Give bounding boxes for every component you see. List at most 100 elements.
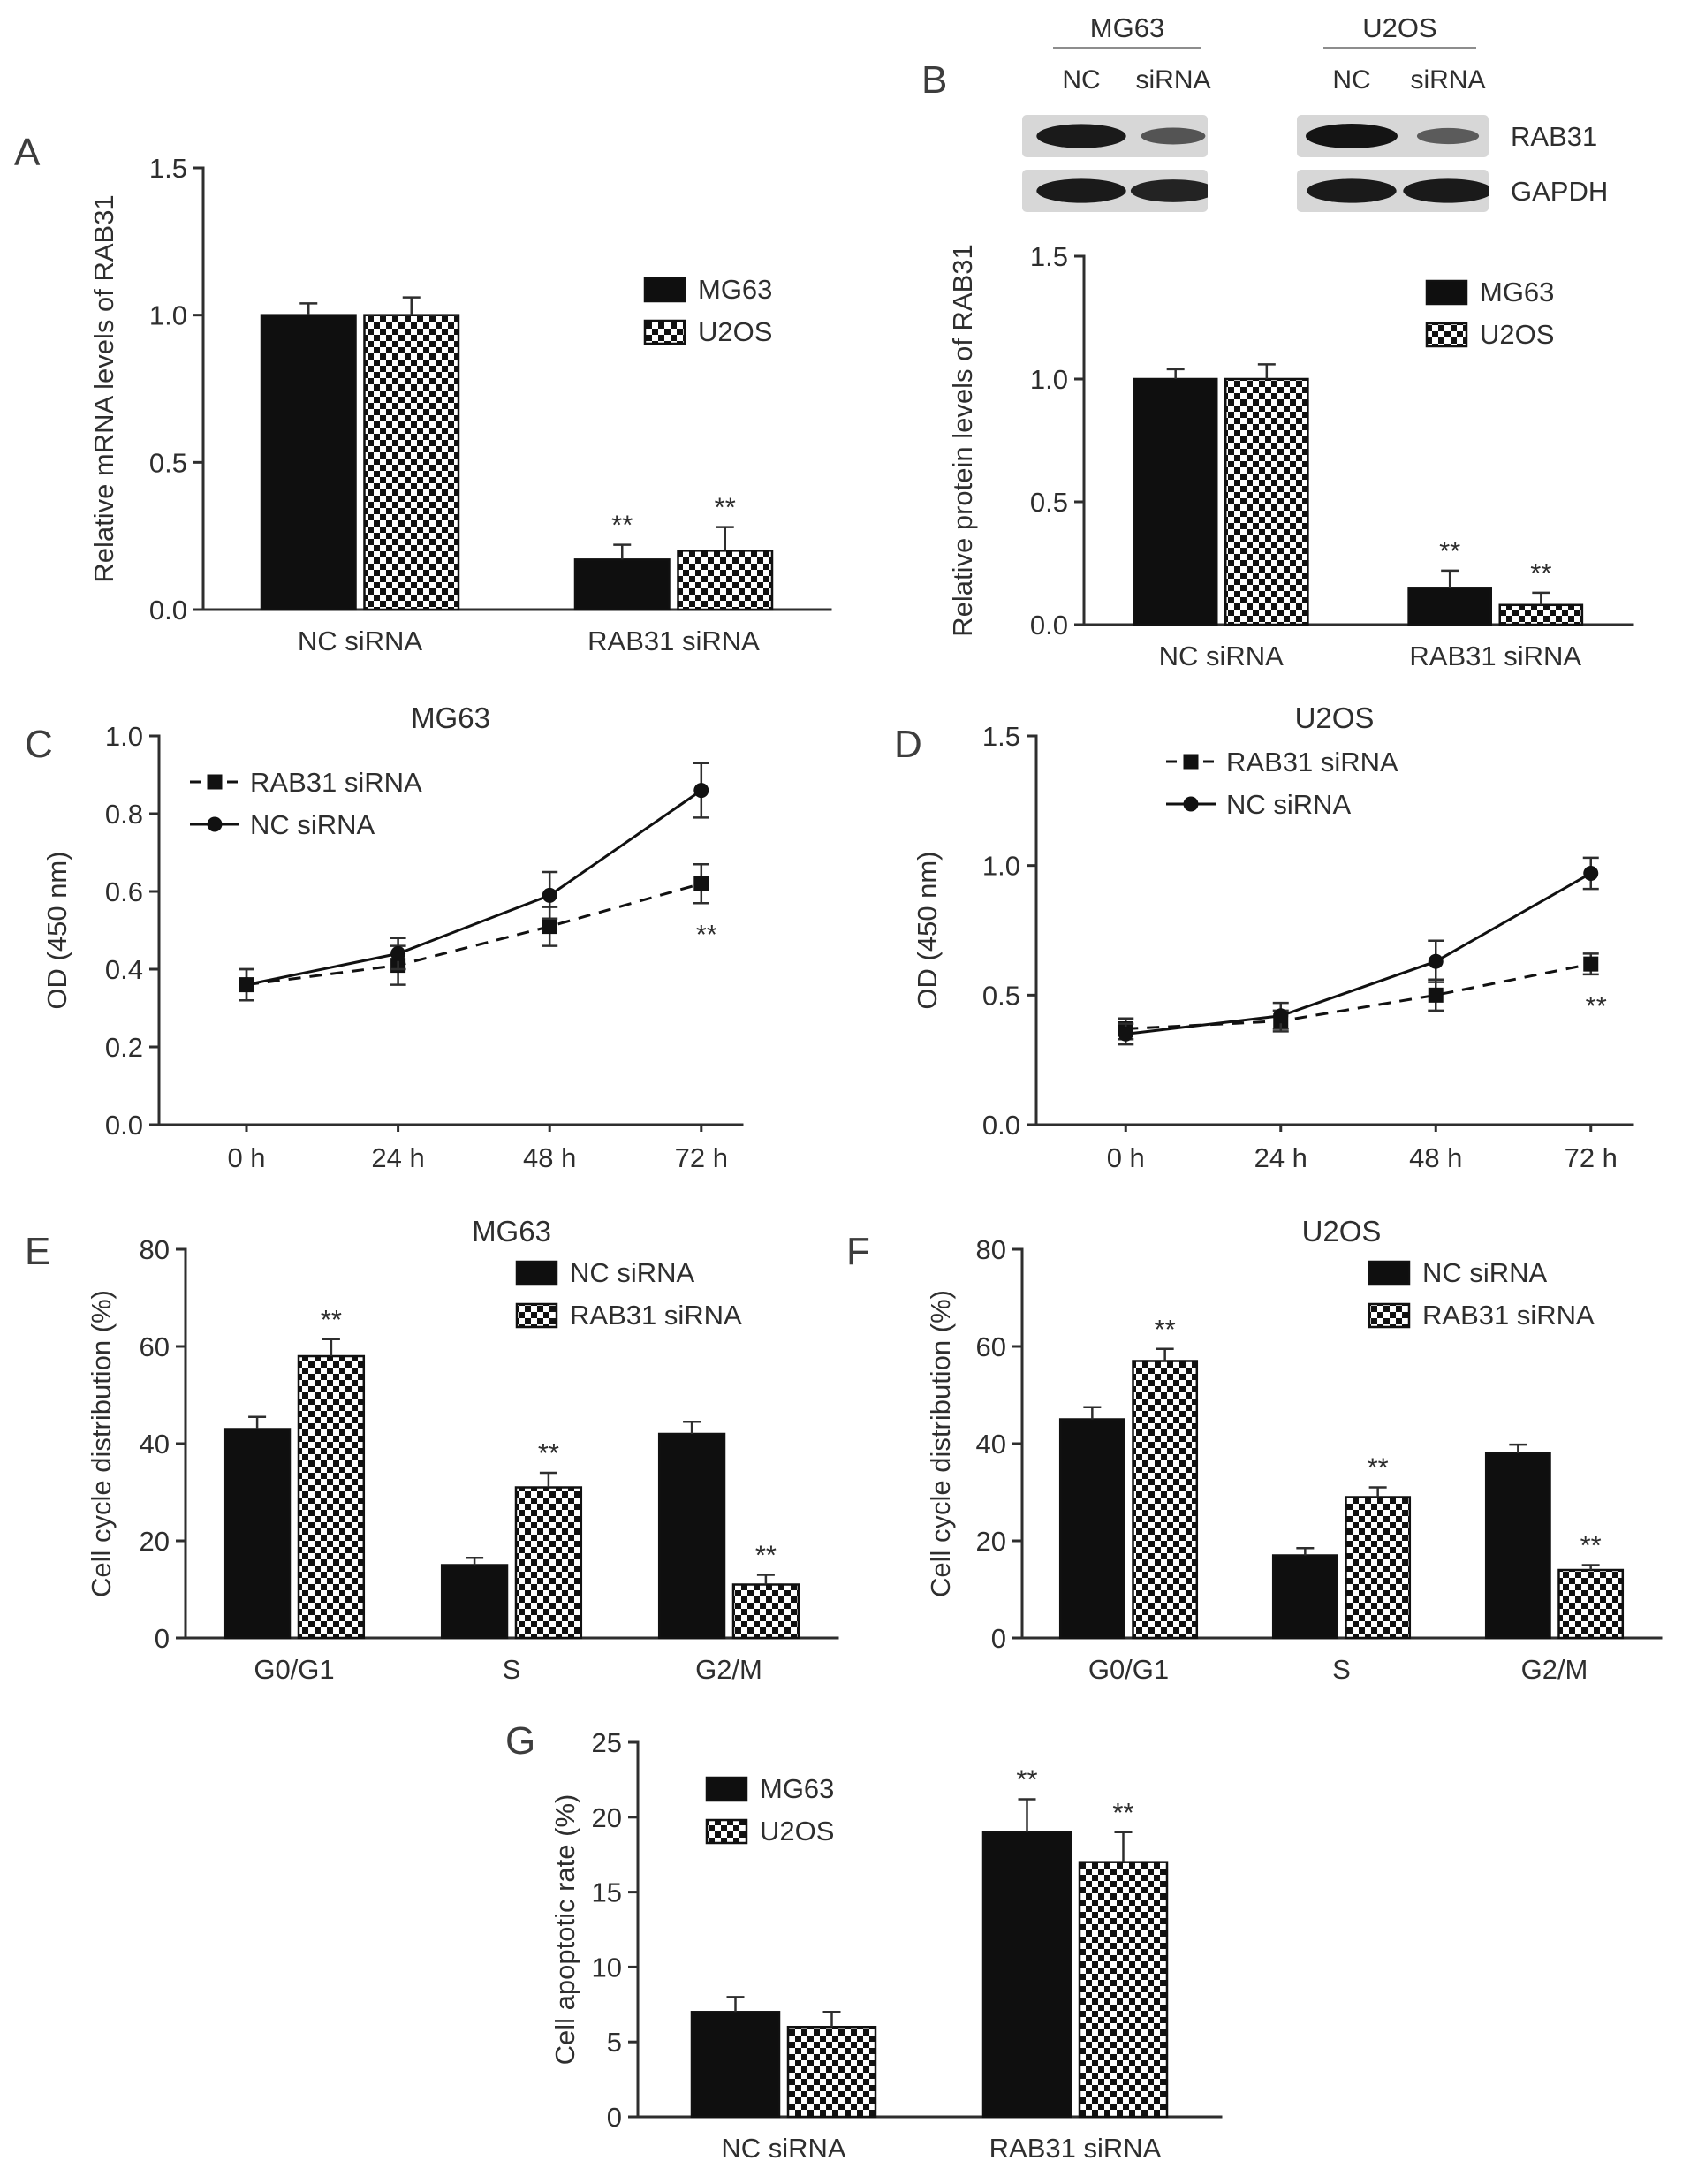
svg-text:MG63: MG63 [1090,12,1164,43]
svg-text:20: 20 [140,1526,170,1557]
svg-text:0.5: 0.5 [149,447,187,478]
svg-text:5: 5 [607,2027,622,2058]
svg-text:NC siRNA: NC siRNA [1422,1257,1548,1288]
svg-text:**: ** [1439,535,1460,566]
svg-text:80: 80 [140,1234,170,1265]
svg-text:RAB31 siRNA: RAB31 siRNA [1226,747,1398,777]
svg-text:0.5: 0.5 [982,980,1020,1011]
svg-text:NC siRNA: NC siRNA [298,626,423,656]
svg-text:1.0: 1.0 [1030,364,1068,395]
svg-text:24 h: 24 h [1254,1142,1307,1173]
svg-text:**: ** [538,1437,559,1468]
panel-e-letter: E [25,1230,52,1273]
svg-text:80: 80 [976,1234,1006,1265]
svg-text:MG63: MG63 [1480,277,1554,307]
panel-e-cell-cycle-mg63: 0 20 40 60 80 Cell cycle distribution (%) MG63… [18,1219,875,1732]
svg-text:RAB31 siRNA: RAB31 siRNA [1422,1300,1595,1331]
svg-text:NC siRNA: NC siRNA [570,1257,695,1288]
svg-text:1.5: 1.5 [149,153,187,184]
svg-text:NC siRNA: NC siRNA [721,2133,846,2164]
svg-text:MG63: MG63 [472,1219,551,1247]
svg-text:1.5: 1.5 [982,721,1020,752]
svg-text:Relative protein levels of RAB: Relative protein levels of RAB31 [947,244,978,637]
svg-text:RAB31: RAB31 [1511,121,1597,152]
svg-text:72 h: 72 h [1565,1142,1618,1173]
svg-text:U2OS: U2OS [698,316,772,347]
panel-e-chart-svg: 0 20 40 60 80 Cell cycle distribution (%) MG63… [86,1219,839,1685]
panel-a-letter: A [14,131,42,174]
svg-text:RAB31 siRNA: RAB31 siRNA [570,1300,742,1331]
svg-text:1.5: 1.5 [1030,241,1068,272]
svg-text:20: 20 [976,1526,1006,1557]
svg-text:0.0: 0.0 [982,1110,1020,1141]
svg-text:0.0: 0.0 [105,1110,143,1141]
svg-text:U2OS: U2OS [1295,707,1375,734]
svg-text:NC: NC [1332,65,1370,95]
panel-c-chart-svg: 0.0 0.2 0.4 0.6 0.8 1.0 OD (450 nm) MG63 0 h 24 h… [42,707,744,1173]
svg-text:1.0: 1.0 [105,721,143,752]
svg-text:0: 0 [607,2102,622,2133]
svg-text:OD (450 nm): OD (450 nm) [912,851,943,1009]
svg-text:RAB31 siRNA: RAB31 siRNA [587,626,760,656]
panel-d-letter: D [894,723,923,766]
svg-text:Cell cycle distribution (%): Cell cycle distribution (%) [86,1290,117,1597]
svg-text:0.6: 0.6 [105,876,143,907]
svg-text:40: 40 [140,1429,170,1460]
svg-text:MG63: MG63 [698,274,772,305]
svg-text:siRNA: siRNA [1135,65,1210,95]
svg-text:OD (450 nm): OD (450 nm) [42,851,72,1009]
svg-text:U2OS: U2OS [1362,12,1436,43]
svg-text:24 h: 24 h [371,1142,424,1173]
svg-text:G2/M: G2/M [695,1654,762,1685]
svg-text:0 h: 0 h [1107,1142,1145,1173]
svg-text:15: 15 [592,1877,622,1908]
svg-text:**: ** [1155,1314,1176,1345]
svg-text:RAB31 siRNA: RAB31 siRNA [989,2133,1162,2164]
svg-text:**: ** [1368,1452,1389,1483]
svg-text:siRNA: siRNA [1410,65,1485,95]
svg-text:Cell cycle distribution (%): Cell cycle distribution (%) [925,1290,956,1597]
panel-b-protein-panel: MG63 U2OS NC siRNA NC siRNA RAB31 GAPDH 0.0 0.5 1… [919,9,1687,698]
svg-text:U2OS: U2OS [1302,1219,1382,1247]
svg-text:25: 25 [592,1727,622,1758]
panel-g-apoptosis-chart: 0 5 10 15 20 25 Cell apoptotic rate (%) NC siRN… [486,1714,1325,2184]
svg-text:G0/G1: G0/G1 [1088,1654,1169,1685]
panel-c-letter: C [25,723,54,766]
svg-text:U2OS: U2OS [760,1816,834,1847]
panel-b-chart-svg: 0.0 0.5 1.0 1.5 Relative protein levels of R… [947,241,1634,671]
svg-text:1.0: 1.0 [149,300,187,331]
panel-b-letter: B [921,58,949,102]
svg-text:NC siRNA: NC siRNA [1159,641,1285,671]
svg-text:48 h: 48 h [1409,1142,1462,1173]
svg-text:RAB31 siRNA: RAB31 siRNA [250,767,422,798]
svg-text:**: ** [755,1540,777,1571]
svg-text:**: ** [1530,557,1551,588]
svg-text:72 h: 72 h [675,1142,728,1173]
svg-text:NC siRNA: NC siRNA [250,809,375,840]
panel-d-growth-curve-u2os: 0.0 0.5 1.0 1.5 OD (450 nm) U2OS 0 h 24 h 48 h 72… [848,707,1687,1202]
svg-text:**: ** [1016,1763,1037,1794]
svg-text:**: ** [611,510,633,541]
svg-text:MG63: MG63 [760,1773,834,1804]
svg-text:10: 10 [592,1952,622,1983]
svg-text:0: 0 [155,1623,170,1654]
svg-text:60: 60 [140,1331,170,1362]
svg-text:0.4: 0.4 [105,954,143,985]
panel-f-cell-cycle-u2os: 0 20 40 60 80 Cell cycle distribution (%) U2OS… [839,1219,1687,1732]
svg-text:0: 0 [991,1623,1006,1654]
svg-text:Cell apoptotic rate (%): Cell apoptotic rate (%) [549,1794,580,2066]
svg-text:MG63: MG63 [411,707,490,734]
svg-text:U2OS: U2OS [1480,319,1554,350]
panel-g-letter: G [505,1719,537,1763]
panel-f-chart-svg: 0 20 40 60 80 Cell cycle distribution (%) U2OS… [925,1219,1663,1685]
svg-text:S: S [1332,1654,1351,1685]
panel-f-letter: F [846,1230,871,1273]
svg-text:0.5: 0.5 [1030,487,1068,518]
svg-text:**: ** [1586,990,1607,1021]
svg-text:0.0: 0.0 [149,595,187,626]
svg-text:RAB31 siRNA: RAB31 siRNA [1409,641,1581,671]
svg-text:**: ** [1112,1797,1133,1828]
svg-text:G0/G1: G0/G1 [254,1654,334,1685]
svg-text:**: ** [321,1304,342,1335]
